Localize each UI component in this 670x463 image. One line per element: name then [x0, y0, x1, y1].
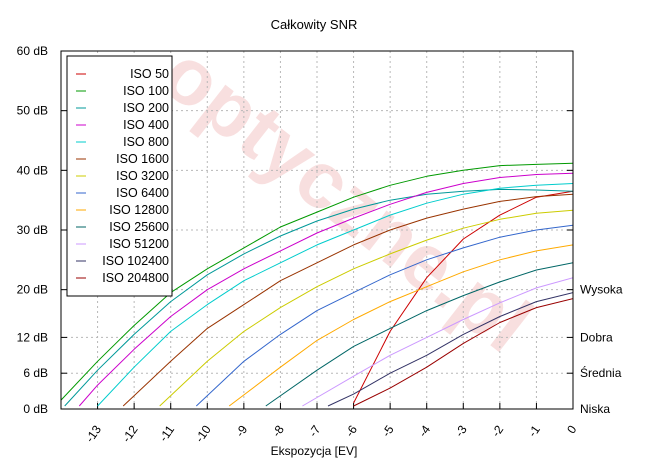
legend-entry: ISO 200	[123, 101, 169, 115]
legend-entry: ISO 800	[123, 135, 169, 149]
x-axis-label: Ekspozycja [EV]	[271, 444, 358, 458]
legend-entry: ISO 25600	[109, 220, 169, 234]
x-tick-label: -3	[452, 422, 470, 439]
x-tick-label: -1	[525, 422, 543, 439]
x-tick-label: -4	[416, 422, 434, 439]
y-tick-label: 12 dB	[17, 330, 48, 344]
svg-text:optyczne.pl: optyczne.pl	[146, 28, 548, 369]
series-line-4	[78, 172, 573, 407]
x-tick-label: -5	[379, 422, 397, 439]
legend-entry: ISO 3200	[116, 169, 169, 183]
legend-entry: ISO 12800	[109, 203, 169, 217]
y-axis: 0 dB 6 dB 12 dB 20 dB 30 dB 40 dB 50 dB 60 dB	[17, 44, 573, 416]
legend-entry: ISO 6400	[116, 186, 169, 200]
series-lines	[61, 162, 573, 407]
series-line-6	[122, 193, 573, 407]
legend-entry: ISO 100	[123, 84, 169, 98]
series-line-5	[97, 183, 573, 407]
legend-entry: ISO 1600	[116, 152, 169, 166]
legend: ISO 50 ISO 100 ISO 200 ISO 400 ISO 800 ISO 16…	[66, 55, 173, 297]
quality-label: Wysoka	[580, 283, 623, 297]
series-line-1	[353, 190, 573, 404]
y-tick-label: 0 dB	[23, 402, 48, 416]
y-tick-label: 60 dB	[17, 44, 48, 58]
series-line-11	[302, 277, 573, 407]
series-line-8	[195, 224, 573, 407]
y-tick-label: 6 dB	[23, 366, 48, 380]
legend-entry: ISO 204800	[102, 271, 169, 285]
watermark-logo: optyczne.pl	[146, 28, 548, 369]
quality-label: Średnia	[580, 365, 622, 380]
x-tick-label: -2	[489, 422, 507, 439]
quality-label: Dobra	[580, 330, 613, 344]
legend-entry: ISO 400	[123, 118, 169, 132]
x-tick-label: -12	[119, 422, 141, 445]
series-line-10	[265, 262, 573, 407]
quality-label: Niska	[580, 402, 610, 416]
y-tick-label: 40 dB	[17, 163, 48, 177]
x-tick-label: -13	[83, 422, 105, 445]
legend-entry: ISO 50	[130, 67, 169, 81]
x-tick-label: -9	[233, 422, 251, 439]
x-tick-label: -7	[306, 422, 324, 439]
legend-entry: ISO 51200	[109, 237, 169, 251]
plot-frame	[60, 50, 574, 410]
x-tick-label: -8	[269, 422, 287, 439]
x-tick-label: 0	[564, 422, 579, 436]
y-tick-label: 30 dB	[17, 223, 48, 237]
series-line-7	[159, 209, 573, 407]
x-tick-label: -11	[156, 422, 177, 444]
series-line-9	[228, 244, 573, 407]
y-tick-label: 20 dB	[17, 283, 48, 297]
series-line-13	[353, 298, 573, 407]
x-tick-label: -10	[192, 422, 214, 445]
chart-title: Całkowity SNR	[271, 17, 358, 32]
quality-labels: Wysoka Dobra Średnia Niska	[580, 283, 623, 416]
legend-entry: ISO 102400	[102, 254, 169, 268]
series-line-2	[61, 162, 573, 401]
x-tick-label: -6	[342, 422, 360, 439]
series-line-12	[327, 292, 573, 407]
y-tick-label: 50 dB	[17, 104, 48, 118]
